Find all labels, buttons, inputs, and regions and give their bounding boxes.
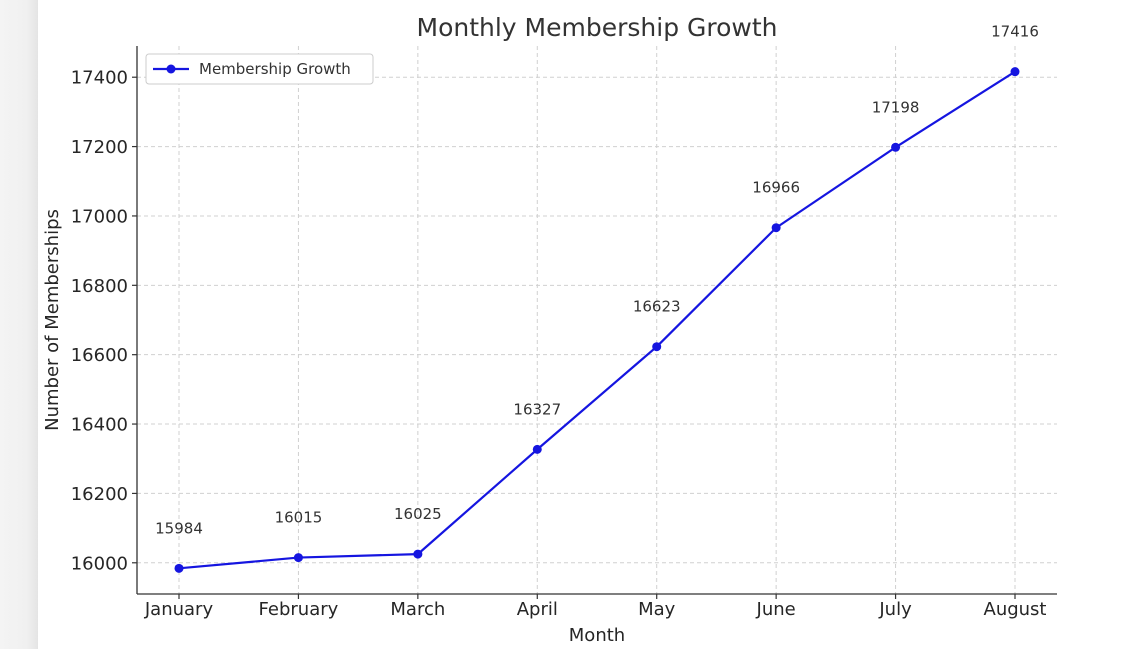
- data-point: [1010, 67, 1020, 77]
- x-axis-ticks: January February March April May June July Augu…: [144, 594, 1047, 620]
- data-point: [174, 563, 184, 573]
- y-axis-ticks: 16000 16200 16400 16600 16800 17000 17200 17400: [71, 68, 137, 574]
- data-label: 16015: [275, 509, 323, 527]
- y-tick-label: 16400: [71, 415, 128, 436]
- data-label: 17416: [991, 23, 1039, 41]
- series-group: [174, 67, 1020, 573]
- x-tick-label: August: [984, 599, 1047, 620]
- x-tick-label: May: [638, 599, 676, 620]
- data-label: 16025: [394, 505, 442, 523]
- y-tick-label: 17200: [71, 137, 128, 158]
- axes: [136, 46, 1057, 595]
- data-point: [891, 142, 901, 152]
- data-point: [771, 223, 781, 233]
- data-point: [293, 553, 303, 563]
- data-labels: 15984 16015 16025 16327 16623 16966 17198 17416: [155, 23, 1039, 538]
- y-tick-label: 16200: [71, 484, 128, 505]
- chart-title: Monthly Membership Growth: [417, 13, 778, 42]
- data-point: [652, 342, 662, 352]
- grid: [137, 46, 1057, 594]
- legend-marker-swatch: [166, 64, 176, 74]
- data-label: 17198: [872, 98, 920, 116]
- y-tick-label: 16800: [71, 276, 128, 297]
- x-tick-label: January: [144, 599, 214, 620]
- x-axis-title: Month: [569, 625, 625, 646]
- series-line-membership-growth: [178, 70, 1016, 570]
- data-point: [413, 549, 423, 559]
- data-label: 16327: [513, 400, 561, 418]
- y-tick-label: 16000: [71, 553, 128, 574]
- y-tick-label: 17000: [71, 206, 128, 227]
- data-label: 15984: [155, 519, 203, 537]
- page-edge-shade: [0, 0, 38, 649]
- y-tick-label: 16600: [71, 345, 128, 366]
- x-tick-label: July: [878, 599, 912, 620]
- legend-label: Membership Growth: [199, 60, 351, 78]
- x-tick-label: February: [259, 599, 339, 620]
- x-tick-label: June: [756, 599, 796, 620]
- y-tick-label: 17400: [71, 68, 128, 89]
- data-label: 16623: [633, 298, 681, 316]
- y-axis-title: Number of Memberships: [42, 209, 63, 431]
- legend: Membership Growth: [145, 53, 374, 85]
- x-tick-label: March: [390, 599, 445, 620]
- data-label: 16966: [752, 179, 800, 197]
- x-tick-label: April: [517, 599, 558, 620]
- data-point: [532, 444, 542, 454]
- legend-box: [145, 53, 374, 85]
